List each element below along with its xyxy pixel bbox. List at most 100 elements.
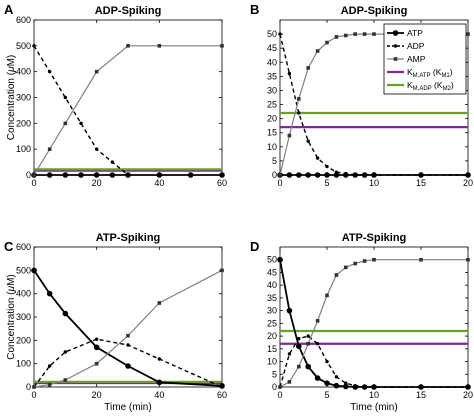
point-amp-a xyxy=(32,173,36,177)
point-amp-c xyxy=(94,361,99,366)
point-atp-d xyxy=(305,363,312,370)
point-amp-d xyxy=(353,261,357,266)
y-tick-label-d: 50 xyxy=(267,255,277,265)
point-amp-a xyxy=(47,147,52,151)
x-tick-label-a: 0 xyxy=(31,178,36,188)
y-tick-label-a: 500 xyxy=(16,41,31,51)
point-amp-b xyxy=(306,66,310,70)
point-adp-d xyxy=(372,385,376,389)
point-adp-b xyxy=(372,173,376,177)
y-tick-label-d: 10 xyxy=(267,357,277,367)
point-adp-b xyxy=(278,32,282,36)
point-atp-c xyxy=(93,344,100,351)
y-tick-label-d: 5 xyxy=(272,369,277,379)
y-tick-label-b: 15 xyxy=(267,128,277,138)
point-atp-c xyxy=(125,363,131,369)
y-tick-label-d: 20 xyxy=(267,331,277,341)
y-tick-label-b: 45 xyxy=(267,43,277,53)
series-line-amp-c xyxy=(33,269,223,388)
point-adp-d xyxy=(334,375,339,379)
panel-b-title: ADP-Spiking xyxy=(341,5,408,17)
point-adp-d xyxy=(362,385,367,389)
panel-a-letter: A xyxy=(4,2,14,17)
point-adp-b xyxy=(287,71,292,76)
x-tick-label-d: 15 xyxy=(416,390,426,400)
point-amp-d xyxy=(362,259,367,263)
series-line-adp-a xyxy=(33,45,129,176)
y-tick-label-d: 45 xyxy=(267,267,277,277)
y-tick-label-a: 300 xyxy=(16,93,31,103)
point-amp-c xyxy=(32,385,36,389)
point-amp-b xyxy=(297,97,301,101)
point-amp-d xyxy=(466,257,470,262)
point-amp-b xyxy=(344,33,348,38)
point-atp-c xyxy=(62,310,69,317)
y-tick-label-c: 600 xyxy=(16,242,31,252)
y-tick-label-a: 200 xyxy=(16,118,31,128)
point-amp-c xyxy=(157,301,162,305)
point-atp-d xyxy=(277,256,283,263)
point-atp-a xyxy=(93,172,100,178)
y-tick-label-a: 400 xyxy=(16,67,31,77)
point-atp-d xyxy=(286,307,293,314)
point-amp-d xyxy=(306,341,310,346)
y-tick-label-a: 600 xyxy=(16,15,31,25)
point-atp-a xyxy=(62,172,69,178)
x-tick-label-d: 20 xyxy=(463,390,473,400)
point-adp-b xyxy=(466,173,470,177)
y-tick-label-b: 10 xyxy=(267,142,277,152)
y-tick-label-b: 50 xyxy=(267,29,277,39)
x-tick-label-a: 40 xyxy=(154,178,164,188)
point-amp-b xyxy=(372,32,376,36)
point-amp-a xyxy=(94,69,99,74)
y-tick-label-c: 0 xyxy=(26,382,31,392)
point-amp-b xyxy=(362,32,367,36)
point-atp-a xyxy=(156,172,163,178)
point-amp-b xyxy=(334,35,339,39)
panel-d-title: ATP-Spiking xyxy=(342,232,407,244)
point-amp-d xyxy=(297,364,301,369)
point-adp-d xyxy=(466,385,470,389)
y-axis-label-a: Concentration (μM) xyxy=(6,55,17,141)
y-tick-label-b: 20 xyxy=(267,114,277,124)
point-amp-c xyxy=(47,382,52,387)
x-tick-label-c: 0 xyxy=(31,390,36,400)
y-tick-label-b: 0 xyxy=(272,170,277,180)
point-adp-b xyxy=(315,156,320,160)
point-atp-b xyxy=(314,172,321,178)
panel-c-title: ATP-Spiking xyxy=(96,232,161,244)
point-atp-d xyxy=(333,382,340,389)
point-adp-d xyxy=(315,342,320,346)
point-adp-a xyxy=(110,160,115,164)
x-tick-label-b: 15 xyxy=(416,178,426,188)
point-amp-d xyxy=(325,293,329,298)
point-amp-d xyxy=(372,257,376,262)
point-amp-b xyxy=(287,133,292,138)
point-adp-c xyxy=(94,337,99,341)
x-tick-label-b: 0 xyxy=(277,178,282,188)
point-amp-c xyxy=(63,378,68,382)
point-amp-b xyxy=(315,49,320,53)
x-axis-label-d: Time (min) xyxy=(350,402,397,413)
point-adp-d xyxy=(353,384,357,388)
legend-label-amp: AMP xyxy=(407,54,426,64)
point-atp-d xyxy=(296,343,302,350)
x-axis-label-c: Time (min) xyxy=(104,402,151,413)
point-adp-d xyxy=(306,334,310,338)
legend-marker-adp xyxy=(393,44,398,48)
point-amp-a xyxy=(63,121,68,126)
x-tick-label-a: 60 xyxy=(217,178,227,188)
point-amp-b xyxy=(466,32,470,36)
y-tick-label-b: 30 xyxy=(267,85,277,95)
point-atp-b xyxy=(296,172,302,178)
panel-a-title: ADP-Spiking xyxy=(95,5,162,17)
point-amp-b xyxy=(353,32,357,36)
point-amp-b xyxy=(325,40,329,45)
point-adp-d xyxy=(325,359,329,364)
legend-label-atp: ATP xyxy=(407,28,423,38)
point-adp-b xyxy=(297,111,301,115)
panel-a-frame xyxy=(33,19,223,176)
point-atp-c xyxy=(46,290,53,297)
point-adp-a xyxy=(47,69,52,74)
